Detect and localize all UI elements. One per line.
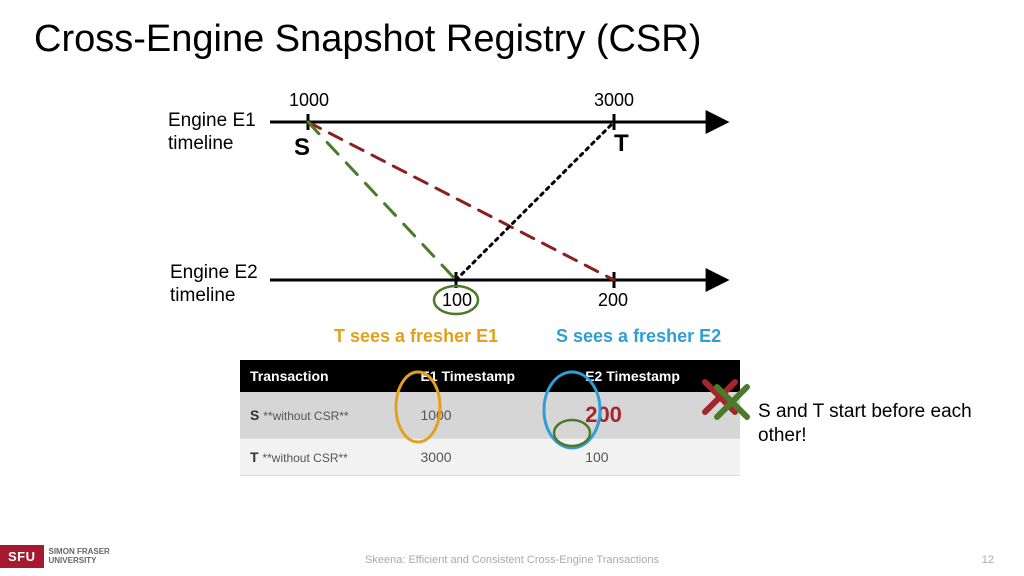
page-number: 12 [982,554,994,566]
table-row: S **without CSR** 1000 200 [240,392,740,439]
th-e2: E2 Timestamp [575,360,740,392]
row-head-S: S [250,407,259,423]
ts-1000: 1000 [289,90,329,111]
sfu-full: SIMON FRASER UNIVERSITY [49,548,110,566]
cell-e2: 100 [575,439,740,476]
side-note: S and T start before each other! [758,400,978,448]
caption-right: S sees a fresher E2 [556,326,721,347]
cell-e1: 1000 [410,392,575,439]
ts-3000: 3000 [594,90,634,111]
marker-T: T [614,130,629,158]
th-e1: E1 Timestamp [410,360,575,392]
sfu-logo: SFU SIMON FRASER UNIVERSITY [0,545,110,568]
marker-S: S [294,134,310,162]
ts-100: 100 [442,290,472,311]
cell-e1: 3000 [410,439,575,476]
page-title: Cross-Engine Snapshot Registry (CSR) [34,18,701,61]
row-head-T: T [250,449,259,465]
caption-left: T sees a fresher E1 [334,326,498,347]
table-row: T **without CSR** 3000 100 [240,439,740,476]
ts-200: 200 [598,290,628,311]
footer-text: Skeena: Efficient and Consistent Cross-E… [0,554,1024,566]
sfu-abbr: SFU [0,545,44,568]
cell-e2: 200 [575,392,740,439]
row-suffix: **without CSR** [262,451,347,465]
th-transaction: Transaction [240,360,410,392]
row-suffix: **without CSR** [263,409,348,423]
transaction-table: Transaction E1 Timestamp E2 Timestamp S … [240,360,740,476]
